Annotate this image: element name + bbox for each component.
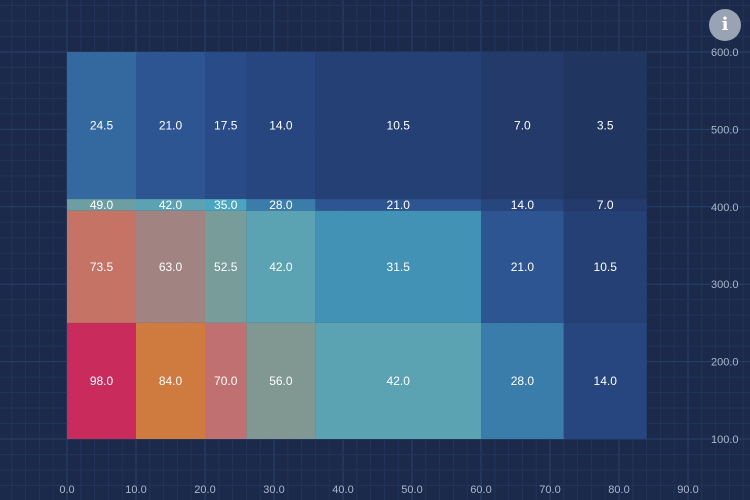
heatmap-cell: [136, 322, 205, 439]
cell-labels: 98.0 84.0 70.0 56.0 42.0 28.0 14.0 73.5 63.0 52.5…: [90, 119, 617, 388]
y-tick-label: 600.0: [711, 47, 739, 59]
cell-value-label: 52.5: [214, 260, 238, 274]
heatmap-cell: [315, 210, 481, 323]
heatmap-cell: [205, 52, 247, 200]
x-tick-label: 50.0: [401, 484, 422, 496]
cell-value-label: 21.0: [159, 119, 183, 133]
info-icon: i: [721, 14, 729, 35]
heatmap-cell: [205, 199, 247, 211]
heatmap-cells: [67, 52, 647, 439]
cell-value-label: 31.5: [387, 260, 411, 274]
cell-value-label: 56.0: [269, 374, 293, 388]
cell-value-label: 84.0: [159, 374, 183, 388]
cell-value-label: 35.0: [214, 198, 238, 212]
cell-value-label: 7.0: [597, 198, 614, 212]
info-button[interactable]: i: [709, 9, 741, 41]
heatmap-cell: [315, 52, 481, 200]
heatmap-cell: [563, 210, 647, 323]
x-axis-ticks: 0.0 10.0 20.0 30.0 40.0 50.0 60.0 70.0 80.0 90.0: [59, 484, 698, 496]
cell-value-label: 21.0: [387, 198, 411, 212]
cell-value-label: 10.5: [387, 119, 411, 133]
y-tick-label: 300.0: [711, 279, 739, 291]
cell-value-label: 28.0: [269, 198, 293, 212]
heatmap-cell: [315, 322, 481, 439]
heatmap-cell: [205, 322, 247, 439]
cell-value-label: 14.0: [269, 119, 293, 133]
heatmap-cell: [246, 52, 316, 200]
x-tick-label: 70.0: [539, 484, 560, 496]
heatmap-cell: [481, 52, 564, 200]
cell-value-label: 10.5: [594, 260, 618, 274]
x-tick-label: 10.0: [125, 484, 146, 496]
x-tick-label: 0.0: [59, 484, 74, 496]
cell-value-label: 63.0: [159, 260, 183, 274]
cell-value-label: 14.0: [511, 198, 535, 212]
y-tick-label: 400.0: [711, 202, 739, 214]
x-tick-label: 20.0: [194, 484, 215, 496]
cell-value-label: 98.0: [90, 374, 114, 388]
cell-value-label: 42.0: [159, 198, 183, 212]
cell-value-label: 42.0: [269, 260, 293, 274]
heatmap-cell: [563, 199, 647, 211]
cell-value-label: 3.5: [597, 119, 614, 133]
x-tick-label: 80.0: [608, 484, 629, 496]
x-tick-label: 60.0: [470, 484, 491, 496]
heatmap-cell: [481, 210, 564, 323]
heatmap-cell: [136, 199, 205, 211]
heatmap-cell: [67, 322, 136, 439]
heatmap-cell: [246, 199, 316, 211]
x-tick-label: 90.0: [677, 484, 698, 496]
cell-value-label: 73.5: [90, 260, 114, 274]
heatmap-cell: [481, 199, 564, 211]
cell-value-label: 21.0: [511, 260, 535, 274]
heatmap-cell: [205, 210, 247, 323]
cell-value-label: 42.0: [387, 374, 411, 388]
heatmap-cell: [67, 199, 136, 211]
cell-value-label: 70.0: [214, 374, 238, 388]
cell-value-label: 14.0: [594, 374, 618, 388]
heatmap-cell: [246, 210, 316, 323]
y-tick-label: 100.0: [711, 434, 739, 446]
cell-value-label: 49.0: [90, 198, 114, 212]
cell-value-label: 24.5: [90, 119, 114, 133]
heatmap-cell: [246, 322, 316, 439]
heatmap-cell: [67, 52, 136, 200]
x-tick-label: 40.0: [332, 484, 353, 496]
heatmap-cell: [136, 210, 205, 323]
x-tick-label: 30.0: [263, 484, 284, 496]
cell-value-label: 28.0: [511, 374, 535, 388]
y-axis-ticks: 100.0 200.0 300.0 400.0 500.0 600.0: [711, 47, 739, 446]
heatmap-cell: [481, 322, 564, 439]
heatmap-cell: [136, 52, 205, 200]
y-tick-label: 500.0: [711, 124, 739, 136]
y-tick-label: 200.0: [711, 357, 739, 369]
heatmap-cell: [67, 210, 136, 323]
heatmap-cell: [563, 52, 647, 200]
heatmap-cell: [315, 199, 481, 211]
cell-value-label: 17.5: [214, 119, 238, 133]
cell-value-label: 7.0: [514, 119, 531, 133]
heatmap-cell: [563, 322, 647, 439]
